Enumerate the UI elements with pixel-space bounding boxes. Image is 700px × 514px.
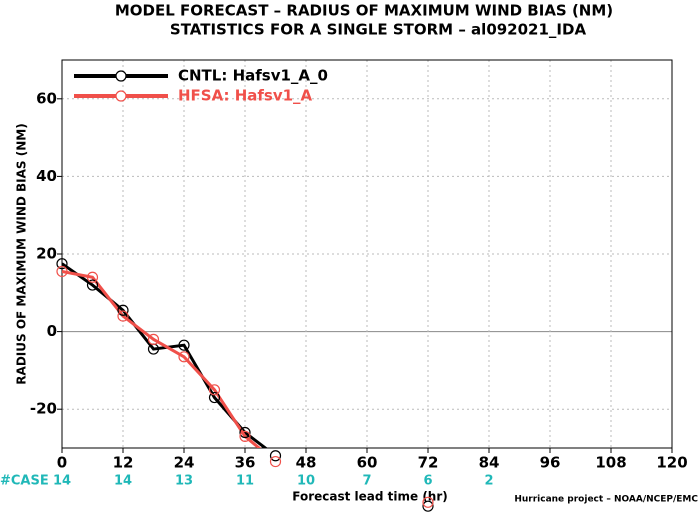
chart-subtitle: STATISTICS FOR A SINGLE STORM – al092021… [170,21,587,39]
data-point [239,426,251,439]
x-tick-label: 60 [357,454,378,472]
x-tick-label: 24 [174,454,195,472]
case-label: #CASE [0,474,49,489]
legend-label: CNTL: Hafsv1_A_0 [178,67,328,85]
data-point [208,384,221,396]
y-axis-label: RADIUS OF MAXIMUM WIND BIAS (NM) [15,123,29,384]
plot-frame [61,59,673,449]
footer: Hurricane project – NOAA/NCEP/EMC [514,495,698,505]
data-point [86,271,99,283]
x-tick-label: 36 [235,454,256,472]
data-point [178,339,190,351]
case-count: 2 [484,474,493,489]
x-tick-label: 120 [656,454,687,472]
y-tick-label: 20 [36,245,57,263]
data-point [117,304,129,316]
data-point [147,333,160,345]
data-point [422,500,434,512]
x-tick-label: 96 [540,454,561,472]
data-point [208,391,221,404]
legend-label: HFSA: Hafsv1_A [178,87,313,105]
case-count: 13 [175,474,193,489]
chart-title: MODEL FORECAST – RADIUS OF MAXIMUM WIND … [115,2,613,20]
x-tick-label: 72 [418,454,439,472]
x-axis-label: Forecast lead time (hr) [292,490,448,504]
x-tick-label: 84 [479,454,500,472]
data-point [117,310,129,322]
x-tick-label: 12 [113,454,134,472]
y-tick-label: 40 [36,167,57,185]
data-point [422,496,434,508]
data-point [239,430,251,442]
legend-marker [115,90,127,102]
y-tick-label: -20 [30,400,57,418]
case-count: 7 [362,474,371,489]
data-point [86,279,99,291]
case-count: 11 [236,474,254,489]
data-point [178,351,190,363]
x-tick-label: 48 [296,454,317,472]
data-point [269,455,282,468]
x-tick-label: 0 [57,454,67,472]
y-tick-label: 0 [47,322,57,340]
case-count: 14 [114,474,132,489]
data-point [56,258,68,270]
y-tick-label: 60 [36,89,57,107]
data-point [56,265,68,278]
case-count: 14 [53,474,71,489]
x-tick-label: 108 [595,454,626,472]
case-count: 6 [423,474,432,489]
case-count: 10 [297,474,315,489]
legend-marker [115,70,127,82]
data-point [269,450,282,462]
